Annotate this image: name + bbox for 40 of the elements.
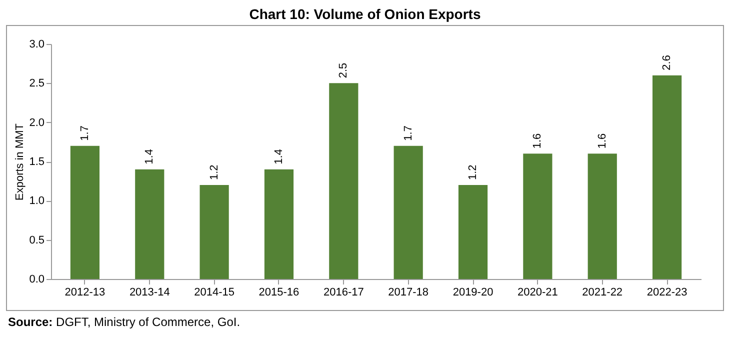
data-label: 2.6 [661,55,674,70]
bar [458,185,488,279]
chart-title: Chart 10: Volume of Onion Exports [248,5,482,24]
bar [329,83,358,279]
x-tick-label: 2014-15 [194,286,234,298]
bar [135,169,164,279]
bar [200,185,229,279]
data-label: 1.2 [208,164,220,180]
x-tick-label: 2019-20 [452,286,494,298]
x-tick-label: 2021-22 [582,286,623,298]
y-tick-label: 2.5 [29,78,44,90]
x-tick-label: 2017-18 [388,286,429,298]
x-tick-label: 2022-23 [646,286,688,298]
data-label: 1.4 [272,149,285,164]
bar [652,75,682,279]
x-tick-label: 2016-17 [323,286,364,298]
x-tick-label: 2012-13 [64,286,106,298]
data-label: 1.4 [144,149,156,164]
y-tick-label: 3.0 [29,38,44,50]
y-tick-label: 2.0 [29,116,44,129]
bar [264,169,294,279]
x-tick-label: 2015-16 [258,286,300,298]
y-tick-label: 0.5 [29,234,44,246]
y-axis-title: Exports in MMT [14,123,26,201]
source-note: Source: DGFT, Ministry of Commerce, GoI. [8,315,242,329]
y-tick-label: 1.0 [29,195,44,208]
y-tick-label: 0.0 [29,274,44,286]
data-label: 1.7 [402,126,414,141]
data-label: 1.6 [596,133,608,149]
bar [588,154,617,279]
data-label: 1.7 [78,126,91,141]
bar [523,154,552,279]
data-label: 1.2 [467,164,480,180]
y-tick-label: 1.5 [29,156,44,168]
bar [70,146,100,279]
data-label: 1.6 [532,133,544,149]
x-tick-label: 2013-14 [129,286,170,298]
bar [394,146,423,279]
x-tick-label: 2020-21 [518,286,558,298]
data-label: 2.5 [338,62,350,78]
